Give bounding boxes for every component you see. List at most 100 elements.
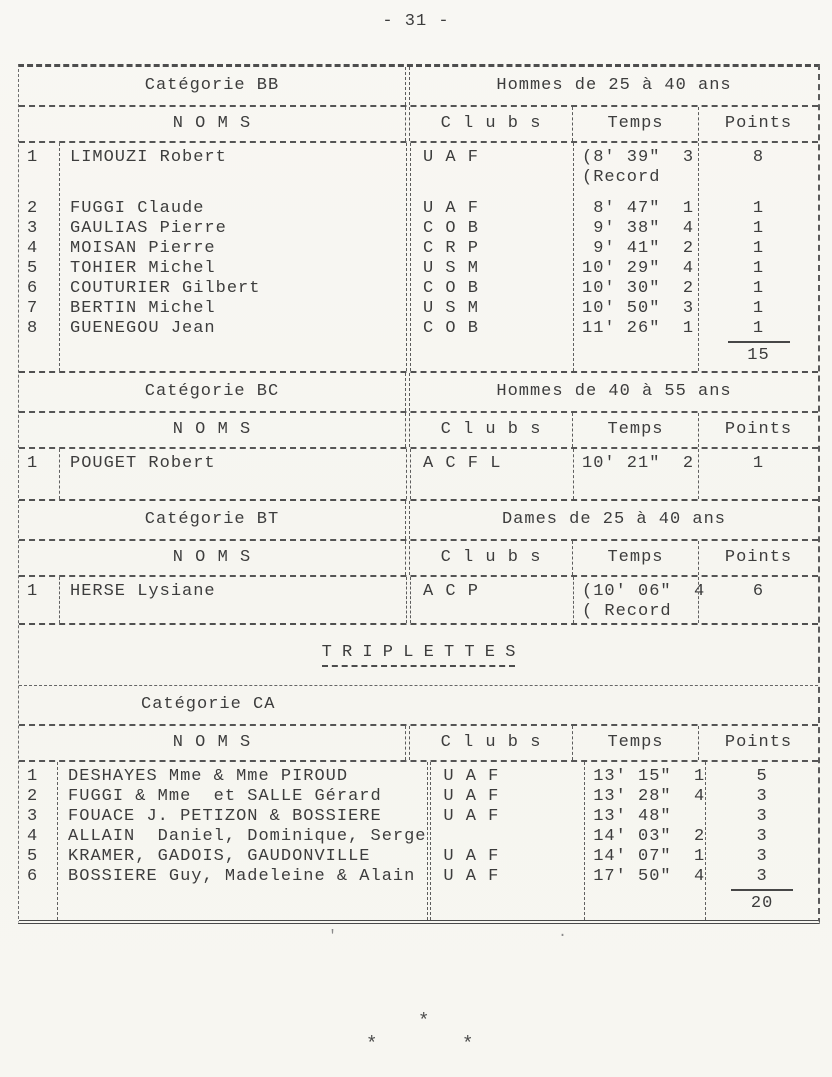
footer-asterisk: *	[418, 1010, 431, 1032]
club-cell: U A F	[443, 767, 500, 786]
club-cell	[443, 827, 584, 847]
points-cell: 6	[752, 582, 765, 601]
temps-column: (10' 06" 4( Record	[573, 577, 706, 623]
club-cell: U A F	[443, 847, 500, 866]
name-cell: FUGGI & Mme et SALLE Gérard	[68, 787, 382, 806]
page-number: - 31 -	[382, 12, 450, 31]
temps-cell: 9' 41" 2	[582, 239, 695, 258]
temps-cell: 10' 30" 2	[582, 279, 695, 298]
club-cell: U A F	[443, 787, 500, 806]
rank-cell: 3	[27, 219, 39, 238]
club-cell: C O B	[423, 319, 480, 338]
club-cell: U S M	[423, 299, 480, 318]
club-cell: U A F	[423, 199, 480, 218]
name-cell: MOISAN Pierre	[70, 239, 216, 258]
column-separator	[406, 449, 411, 499]
name-cell: COUTURIER Gilbert	[70, 279, 261, 298]
col-header-noms: N O M S	[172, 114, 252, 133]
points-cell: 1	[752, 199, 765, 218]
temps-cell: 10' 21" 2	[582, 454, 695, 473]
col-header-clubs: C l u b s	[440, 420, 542, 439]
column-header-row-bt: N O M S C l u b s Temps Points	[19, 541, 818, 577]
col-header-noms: N O M S	[172, 548, 252, 567]
temps-cell: 8' 47" 1	[582, 199, 695, 218]
rank-column: 1	[19, 577, 59, 623]
column-separator	[405, 726, 410, 760]
section-data-bt: 1 HERSE Lysiane A C P (10' 06" 4( Record 6	[19, 577, 818, 623]
column-separator	[405, 413, 410, 447]
points-column: 6	[698, 577, 818, 623]
col-header-clubs: C l u b s	[440, 114, 542, 133]
temps-cell: (8' 39" 3	[582, 148, 695, 167]
name-cell: BERTIN Michel	[70, 299, 216, 318]
category-row-ca: Catégorie CA	[19, 686, 818, 726]
col-header-noms: N O M S	[172, 420, 252, 439]
category-row-bt: Catégorie BT Dames de 25 à 40 ans	[19, 501, 818, 541]
name-cell: FUGGI Claude	[70, 199, 205, 218]
group-label: Dames de 25 à 40 ans	[501, 510, 727, 529]
column-separator	[405, 67, 410, 105]
club-cell: C O B	[423, 279, 480, 298]
column-header-row-ca: N O M S C l u b s Temps Points	[19, 726, 818, 762]
col-header-points: Points	[698, 413, 818, 447]
name-column: LIMOUZI Robert FUGGI Claude GAULIAS Pierre…	[59, 143, 406, 371]
column-separator	[426, 762, 432, 920]
rank-cell: 1	[27, 582, 39, 601]
club-column: A C P	[411, 577, 573, 623]
rank-cell: 6	[27, 279, 39, 298]
col-header-clubs: C l u b s	[440, 733, 542, 752]
points-cell: 3	[756, 787, 768, 806]
category-row-bc: Catégorie BC Hommes de 40 à 55 ans	[19, 373, 818, 413]
temps-cell: (10' 06" 4	[582, 582, 706, 601]
col-header-points: Points	[698, 107, 818, 141]
points-cell: 3	[756, 847, 768, 866]
triplettes-heading: T R I P L E T T E S	[19, 625, 818, 686]
col-header-clubs: C l u b s	[440, 548, 542, 567]
name-cell: HERSE Lysiane	[70, 582, 216, 601]
points-cell: 8	[752, 148, 765, 167]
temps-column: (8' 39" 3 (Record 8' 47" 1 9' 38" 4 9' 41…	[573, 143, 698, 371]
points-cell: 1	[752, 299, 765, 318]
temps-cell: 17' 50" 4	[593, 867, 706, 886]
category-label: Catégorie BB	[144, 76, 280, 95]
section-bb: Catégorie BB Hommes de 25 à 40 ans N O M S…	[19, 67, 818, 373]
temps-cell: 13' 28" 4	[593, 787, 706, 806]
club-cell: U S M	[423, 259, 480, 278]
rank-column: 1	[19, 449, 59, 499]
temps-cell: 11' 26" 1	[582, 319, 695, 338]
rank-cell: 7	[27, 299, 39, 318]
points-cell: 1	[752, 259, 765, 278]
temps-cell: 10' 29" 4	[582, 259, 695, 278]
temps-column: 13' 15" 1 13' 28" 4 13' 48" 14' 03" 2 14' 07…	[584, 762, 705, 920]
col-header-temps: Temps	[572, 541, 698, 575]
points-total-value: 20	[750, 894, 774, 913]
name-cell: GUENEGOU Jean	[70, 319, 216, 338]
column-separator	[405, 501, 410, 539]
total-rule	[727, 341, 790, 343]
points-cell: 5	[756, 767, 768, 786]
triplettes-title: T R I P L E T T E S	[321, 643, 516, 667]
category-label: Catégorie BT	[144, 510, 280, 529]
points-column: 5 3 3 3 3 3 20	[705, 762, 818, 920]
club-cell: A C F L	[423, 454, 502, 473]
club-cell: U A F	[443, 807, 500, 826]
rank-cell: 4	[27, 239, 39, 258]
points-cell: 1	[752, 319, 765, 338]
rank-cell: 6	[27, 867, 39, 886]
name-cell: KRAMER, GADOIS, GAUDONVILLE	[68, 847, 371, 866]
rank-cell: 1	[27, 148, 39, 167]
temps-cell: 14' 03" 2	[593, 827, 706, 846]
col-header-temps: Temps	[572, 107, 698, 141]
col-header-temps: Temps	[572, 413, 698, 447]
points-total: 20	[706, 889, 818, 914]
name-cell: LIMOUZI Robert	[70, 148, 227, 167]
rank-cell: 2	[27, 787, 39, 806]
name-cell: FOUACE J. PETIZON & BOSSIERE	[68, 807, 382, 826]
club-cell: U A F	[443, 867, 500, 886]
column-separator	[406, 143, 411, 371]
group-label: Hommes de 40 à 55 ans	[496, 382, 732, 401]
group-label: Hommes de 25 à 40 ans	[496, 76, 732, 95]
doublettes-sections: Catégorie BB Hommes de 25 à 40 ans N O M S…	[19, 67, 818, 625]
